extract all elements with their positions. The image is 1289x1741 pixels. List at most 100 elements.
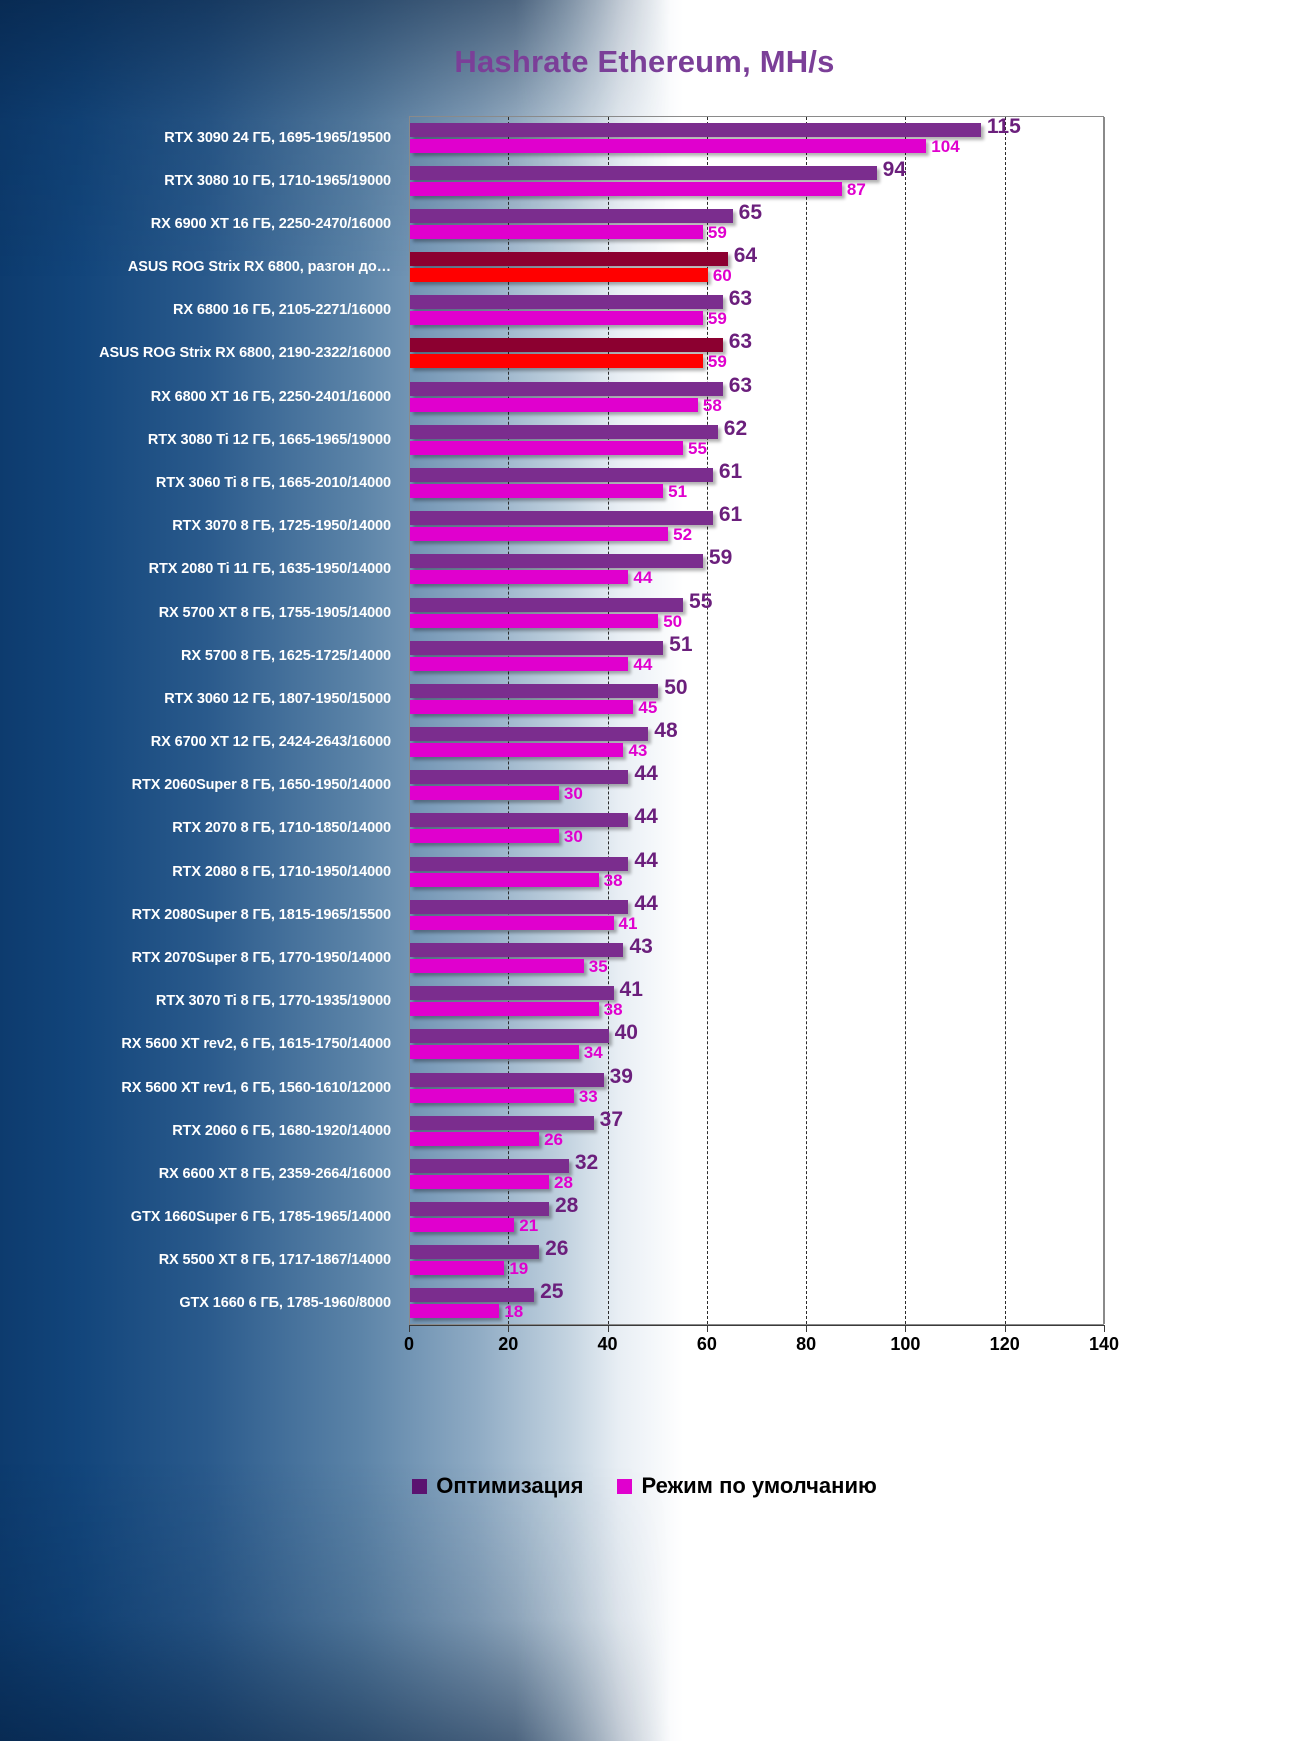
row-bars: 94 87 (410, 158, 1289, 202)
x-tick-100 (905, 1325, 907, 1332)
bar-default-mode[interactable] (410, 440, 684, 455)
bar-optimization[interactable] (410, 208, 733, 223)
bar-optimization[interactable] (410, 942, 624, 957)
bar-optimization[interactable] (410, 1115, 594, 1130)
bar-row: RTX 2060Super 8 ГБ, 1650-1950/14000 44 30 (0, 762, 1289, 807)
value-label-optimization: 61 (718, 503, 743, 527)
bar-optimization[interactable] (410, 295, 723, 310)
bar-optimization[interactable] (410, 813, 629, 828)
bar-default-mode[interactable] (410, 786, 559, 801)
value-label-default-mode: 59 (707, 352, 727, 372)
bar-row: RTX 2070Super 8 ГБ, 1770-1950/14000 43 35 (0, 935, 1289, 979)
bar-default-mode[interactable] (410, 613, 659, 628)
bar-default-mode[interactable] (410, 268, 708, 283)
bar-optimization[interactable] (410, 1245, 540, 1260)
bar-optimization[interactable] (410, 1072, 604, 1087)
value-label-optimization: 44 (634, 805, 658, 829)
bar-default-mode[interactable] (410, 354, 703, 369)
bar-default-mode[interactable] (410, 915, 614, 930)
value-label-default-mode: 59 (707, 309, 727, 329)
value-label-default-mode: 59 (707, 222, 727, 242)
bar-default-mode[interactable] (410, 958, 584, 973)
value-label-optimization: 40 (614, 1021, 638, 1045)
bar-optimization[interactable] (410, 1288, 535, 1303)
bar-optimization[interactable] (410, 252, 728, 267)
bar-optimization[interactable] (410, 770, 629, 785)
bar-optimization[interactable] (410, 424, 718, 439)
category-label: RTX 3070 Ti 8 ГБ, 1770-1935/19000 (155, 993, 391, 1010)
value-label-default-mode: 30 (563, 827, 583, 847)
bar-optimization[interactable] (410, 1029, 609, 1044)
bar-default-mode[interactable] (410, 181, 842, 196)
bar-optimization[interactable] (410, 1202, 549, 1217)
value-label-optimization: 25 (540, 1280, 564, 1304)
bar-optimization[interactable] (410, 640, 664, 655)
bar-default-mode[interactable] (410, 1045, 579, 1060)
bar-row: RTX 3070 Ti 8 ГБ, 1770-1935/19000 41 38 (0, 978, 1289, 1023)
category-label: RX 6700 XT 12 ГБ, 2424-2643/16000 (150, 734, 391, 751)
bar-default-mode[interactable] (410, 829, 559, 844)
x-tick-20 (508, 1325, 510, 1332)
bar-row: GTX 1660Super 6 ГБ, 1785-1965/14000 28 21 (0, 1194, 1289, 1238)
category-label: RTX 2070Super 8 ГБ, 1770-1950/14000 (131, 949, 392, 966)
row-bars: 63 58 (410, 373, 1289, 418)
value-label-optimization: 50 (664, 675, 688, 699)
bar-default-mode[interactable] (410, 656, 629, 671)
bar-optimization[interactable] (410, 165, 877, 180)
bar-default-mode[interactable] (410, 397, 698, 412)
legend-item-optimization[interactable]: Оптимизация (412, 1473, 583, 1499)
value-label-optimization: 61 (718, 460, 743, 484)
bar-default-mode[interactable] (410, 570, 629, 585)
bar-optimization[interactable] (410, 856, 629, 871)
value-label-optimization: 63 (728, 287, 753, 311)
bar-optimization[interactable] (410, 899, 629, 914)
value-label-default-mode: 60 (712, 266, 732, 286)
bar-optimization[interactable] (410, 122, 981, 137)
bar-optimization[interactable] (410, 338, 723, 353)
chart-legend: Оптимизация Режим по умолчанию (0, 1473, 1289, 1499)
x-tick-label-120: 120 (989, 1334, 1020, 1354)
row-bars: 63 59 (410, 287, 1289, 332)
bar-optimization[interactable] (410, 683, 659, 698)
bar-optimization[interactable] (410, 986, 614, 1001)
value-label-default-mode: 50 (663, 611, 683, 631)
value-label-optimization: 26 (545, 1237, 569, 1261)
bar-optimization[interactable] (410, 1158, 569, 1173)
row-bars: 51 44 (410, 633, 1289, 677)
bar-default-mode[interactable] (410, 699, 634, 714)
bar-row: RTX 3090 24 ГБ, 1695-1965/19500 115 104 (0, 115, 1289, 159)
bar-default-mode[interactable] (410, 1261, 505, 1276)
bar-default-mode[interactable] (410, 743, 624, 758)
bar-default-mode[interactable] (410, 1002, 599, 1017)
legend-item-default-mode[interactable]: Режим по умолчанию (617, 1473, 877, 1499)
value-label-optimization: 59 (708, 546, 733, 570)
bar-default-mode[interactable] (410, 138, 927, 153)
bar-optimization[interactable] (410, 468, 713, 482)
value-label-default-mode: 21 (519, 1216, 539, 1236)
category-label: RX 5600 XT rev2, 6 ГБ, 1615-1750/14000 (121, 1036, 391, 1053)
bar-optimization[interactable] (410, 511, 713, 526)
bar-optimization[interactable] (410, 727, 649, 742)
bar-default-mode[interactable] (410, 1218, 515, 1233)
value-label-optimization: 44 (634, 762, 658, 786)
row-bars: 44 41 (410, 891, 1289, 936)
bar-row: RX 6800 XT 16 ГБ, 2250-2401/16000 63 58 (0, 373, 1289, 418)
bar-default-mode[interactable] (410, 1131, 540, 1146)
row-bars: 26 19 (410, 1237, 1289, 1282)
value-label-optimization: 63 (728, 373, 753, 397)
bar-optimization[interactable] (410, 381, 723, 396)
bar-default-mode[interactable] (410, 224, 703, 239)
value-label-optimization: 44 (634, 891, 658, 915)
category-label: GTX 1660 6 ГБ, 1785-1960/8000 (179, 1295, 391, 1312)
bar-default-mode[interactable] (410, 311, 703, 326)
bar-default-mode[interactable] (410, 527, 669, 542)
bar-default-mode[interactable] (410, 1174, 549, 1189)
bar-default-mode[interactable] (410, 1304, 500, 1319)
bar-optimization[interactable] (410, 554, 703, 569)
bar-optimization[interactable] (410, 597, 684, 612)
x-tick-label-100: 100 (890, 1334, 921, 1354)
bar-default-mode[interactable] (410, 872, 599, 887)
bar-default-mode[interactable] (410, 1088, 574, 1103)
bar-default-mode[interactable] (410, 484, 664, 498)
